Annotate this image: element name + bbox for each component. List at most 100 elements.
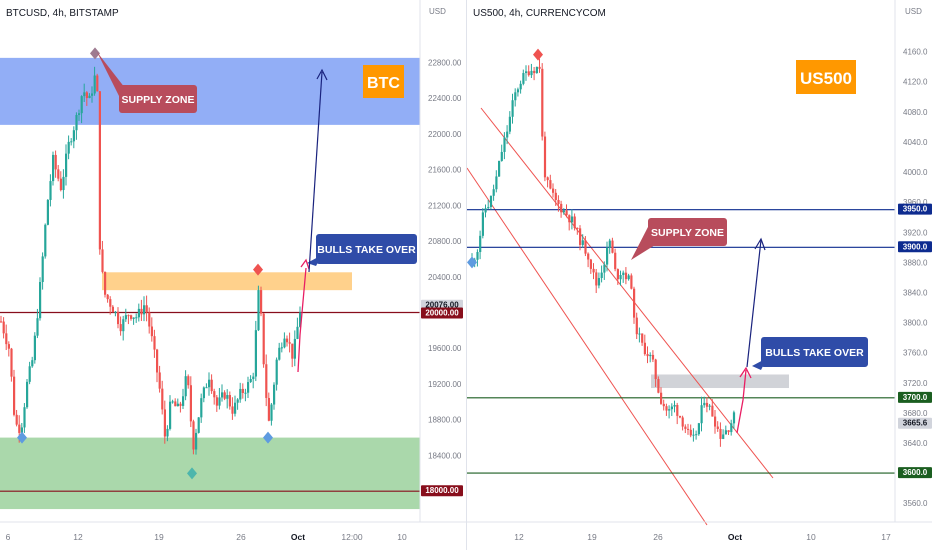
candle-body [506, 131, 509, 138]
pink-projection-arrow [736, 369, 747, 434]
candle-body [283, 338, 286, 348]
resistance-box [651, 374, 789, 389]
candle-body [660, 392, 663, 404]
candle-body [275, 359, 278, 385]
candle-body [619, 275, 622, 280]
candle-body [18, 424, 21, 433]
candle-body [75, 114, 78, 131]
candle-body [678, 415, 682, 418]
btc-chart[interactable]: SUPPLY ZONE BTC BULLS TAKE OVER USD 22800.00… [0, 0, 466, 550]
candle-body [145, 305, 148, 313]
candle-body [722, 434, 725, 439]
candle-body [716, 426, 719, 429]
level-label-3600-bg [898, 467, 932, 479]
resistance-box [102, 272, 352, 291]
candle-body [638, 333, 641, 335]
candle-body [606, 247, 609, 265]
us500-x-tick: 10 [806, 532, 816, 542]
candle-body [226, 395, 229, 399]
candle-body [117, 311, 120, 325]
candle-body [511, 100, 514, 117]
candle-body [70, 141, 73, 143]
candle-body [93, 75, 96, 94]
candle-body [46, 199, 49, 225]
candle-body [476, 252, 479, 260]
candle-body [711, 405, 714, 417]
candle-body [557, 199, 560, 204]
us500-y-tick: 4000.0 [903, 168, 928, 177]
us500-chart[interactable]: SUPPLY ZONE US500 BULLS TAKE OVER USD 4160.0… [467, 0, 932, 550]
candle-body [603, 264, 606, 273]
candle-body [249, 379, 252, 383]
candle-body [179, 403, 182, 406]
candle-body [665, 406, 668, 411]
candle-body [2, 321, 5, 334]
candle-body [714, 416, 717, 427]
btc-y-tick: 20400.00 [428, 273, 462, 282]
top-marker-icon [90, 47, 100, 60]
candle-body [208, 379, 211, 388]
candle-body [681, 417, 684, 427]
candle-body [589, 259, 592, 269]
level-label-20000-bg [421, 307, 463, 319]
candle-body [730, 423, 733, 433]
last-price-label: 3665.6 [903, 419, 928, 428]
candle-body [695, 434, 698, 436]
btc-y-tick: 20800.00 [428, 237, 462, 246]
candle-body [732, 412, 736, 424]
candle-body [195, 432, 198, 450]
btc-y-tick: 22800.00 [428, 58, 462, 67]
candle-body [614, 252, 617, 270]
us500-y-tick: 3840.0 [903, 288, 928, 297]
candle-body [265, 364, 268, 398]
us500-y-tick: 4120.0 [903, 78, 928, 87]
candle-body [538, 66, 541, 69]
candle-body [65, 153, 68, 177]
us500-y-tick: 3960.0 [903, 198, 928, 207]
candle-body [13, 376, 16, 415]
candle-body [54, 154, 57, 170]
level-label-3950: 3950.0 [903, 205, 928, 214]
candle-body [169, 401, 172, 429]
us500-y-tick: 4040.0 [903, 138, 928, 147]
candle-body [5, 333, 8, 345]
us500-y-tick: 3560.0 [903, 499, 928, 508]
candle-body [592, 268, 595, 273]
candle-body [541, 68, 544, 137]
candle-body [200, 398, 203, 418]
supply-callout-box [648, 218, 727, 246]
candle-body [234, 402, 237, 414]
candle-body [724, 430, 727, 435]
level-label-3900-bg [898, 241, 932, 253]
candle-body [91, 93, 94, 96]
candle-body [622, 272, 625, 276]
last-price-label: 20076.00 [425, 301, 459, 310]
supply-zone-band [0, 57, 420, 125]
candle-body [122, 319, 125, 332]
candle-body [7, 344, 10, 349]
candle-body [163, 409, 166, 437]
candle-body [568, 215, 571, 223]
candle-body [182, 396, 185, 406]
btc-chart-panel[interactable]: SUPPLY ZONE BTC BULLS TAKE OVER USD 22800.00… [0, 0, 466, 550]
btc-x-tick: 26 [236, 532, 246, 542]
candle-body [299, 312, 302, 327]
candle-body [508, 116, 511, 132]
candle-body [495, 176, 498, 190]
us500-y-tick: 3760.0 [903, 349, 928, 358]
candle-body [579, 228, 582, 245]
candle-body [252, 376, 255, 380]
btc-symbol-title: BTCUSD, 4h, BITSTAMP [6, 8, 119, 19]
candle-body [516, 89, 520, 93]
candle-body [703, 402, 706, 406]
candle-body [221, 392, 224, 398]
candle-body [697, 423, 700, 435]
us500-chart-panel[interactable]: SUPPLY ZONE US500 BULLS TAKE OVER USD 4160.0… [466, 0, 932, 550]
blue-projection-arrow [746, 239, 762, 368]
btc-x-tick: 12 [73, 532, 83, 542]
candle-body [641, 333, 644, 343]
candle-body [33, 335, 36, 361]
candle-body [150, 326, 153, 337]
arrow-head [300, 258, 310, 270]
candle-body [651, 354, 655, 360]
